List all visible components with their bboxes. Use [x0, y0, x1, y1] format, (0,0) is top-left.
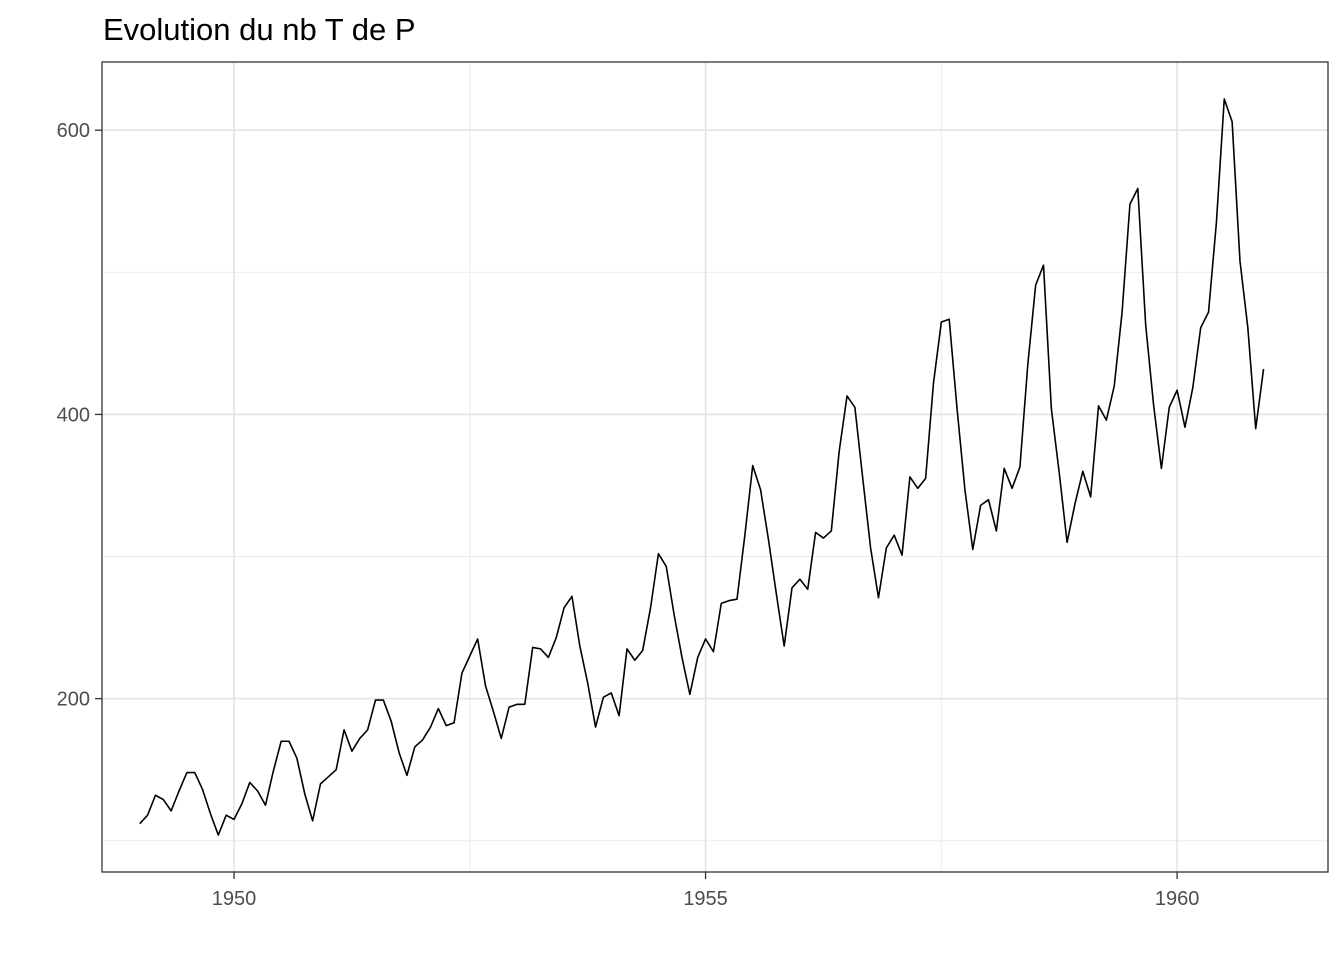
- x-tick-label: 1960: [1155, 888, 1200, 910]
- series-line: [139, 98, 1265, 836]
- plot-panel-border: [101, 61, 1329, 873]
- chart-title: Evolution du nb T de P: [103, 12, 416, 47]
- grid: [102, 62, 1328, 872]
- series-layer: [139, 98, 1265, 836]
- y-tick-label: 400: [57, 404, 90, 426]
- x-tick-label: 1955: [683, 888, 728, 910]
- y-tick-label: 200: [57, 689, 90, 711]
- y-tick-label: 600: [57, 120, 90, 142]
- x-tick-label: 1950: [212, 888, 257, 910]
- axes: 1950 1955 1960 200 400 600: [57, 120, 1200, 910]
